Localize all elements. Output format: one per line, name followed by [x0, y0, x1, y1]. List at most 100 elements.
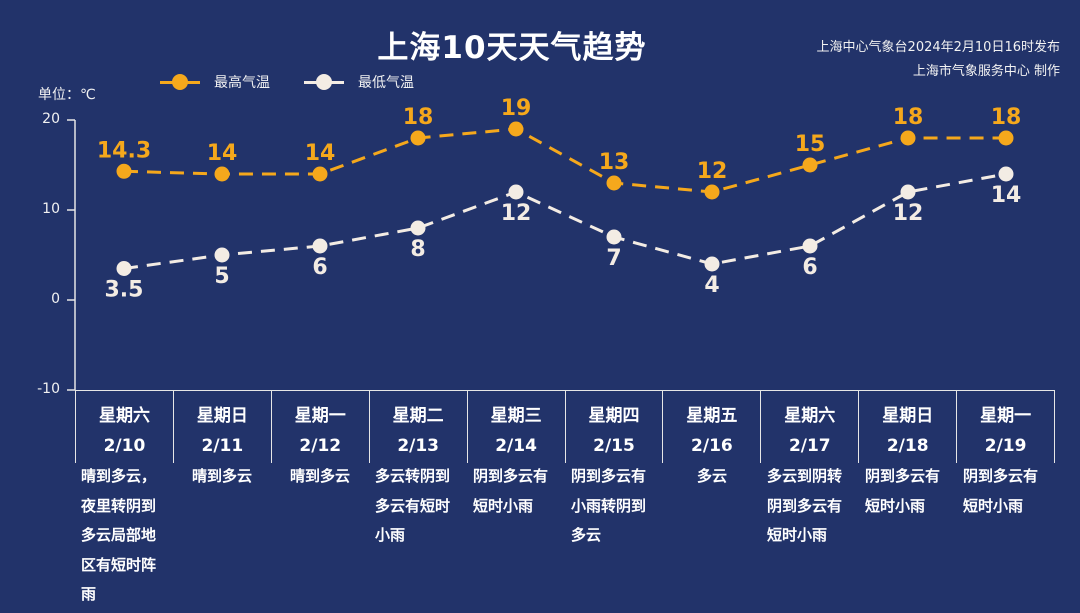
- high-temp-line: [123, 127, 1006, 194]
- low-value-label: 5: [214, 264, 229, 289]
- high-value-label: 12: [697, 159, 728, 184]
- low-value-label: 14: [991, 183, 1022, 208]
- high-value-label: 18: [403, 105, 434, 130]
- low-point: [410, 220, 426, 236]
- high-point: [116, 163, 132, 179]
- high-value-label: 18: [893, 105, 924, 130]
- date-label: 2/11: [201, 436, 244, 456]
- high-value-label: 13: [599, 150, 630, 175]
- high-value-label: 18: [991, 105, 1022, 130]
- low-point: [802, 238, 818, 254]
- weather-description: 阴到多云有短时小雨: [865, 467, 941, 515]
- legend-label-low: 最低气温: [358, 75, 414, 91]
- low-point: [606, 229, 622, 245]
- weather-description: 晴到多云: [191, 467, 252, 485]
- high-point: [802, 157, 818, 173]
- weather-description: 多云: [696, 467, 727, 485]
- weather-description-row: 晴到多云，夜里转阴到多云局部地区有短时阵雨 晴到多云 晴到多云 多云转阴到多云有短时小…: [75, 462, 1055, 610]
- day-column: 星期一 2/12: [270, 391, 369, 463]
- day-header-row: 星期六 2/10 星期日 2/11 星期一 2/12 星期二 2/13 星期三 2/14 星期四 2/…: [75, 390, 1056, 463]
- low-value-label: 6: [312, 255, 327, 280]
- low-value-label: 12: [893, 201, 924, 226]
- page-title: 上海10天天气趋势: [377, 30, 647, 66]
- low-point: [998, 166, 1014, 182]
- low-point: [312, 238, 328, 254]
- day-column: 星期四 2/15: [564, 391, 663, 463]
- date-label: 2/14: [495, 436, 537, 456]
- high-value-label: 15: [795, 132, 826, 157]
- weather-description: 多云转阴到多云有短时小雨: [375, 467, 451, 544]
- legend-marker-high-icon: [160, 73, 200, 91]
- day-column: 星期二 2/13: [368, 391, 467, 463]
- legend-label-high: 最高气温: [214, 75, 270, 91]
- weekday-label: 星期二: [392, 406, 444, 426]
- day-column: 星期六 2/17: [760, 391, 858, 463]
- date-label: 2/15: [593, 436, 635, 456]
- day-column: 星期三 2/14: [466, 391, 565, 463]
- low-point: [116, 261, 132, 276]
- high-point: [410, 130, 426, 146]
- day-column: 星期日 2/18: [858, 391, 956, 463]
- y-tick-minus10: -10: [37, 381, 60, 397]
- low-value-label: 3.5: [105, 278, 144, 303]
- high-point: [508, 121, 524, 137]
- weekday-label: 星期六: [98, 406, 150, 426]
- weekday-label: 星期五: [686, 406, 738, 426]
- high-temp-points: 14.3 14 14 18 19 13 12 15 18 18: [97, 96, 1021, 200]
- issuer-info: 上海中心气象台2024年2月10日16时发布 上海市气象服务中心 制作: [817, 36, 1060, 84]
- high-value-label: 14.3: [97, 138, 151, 163]
- unit-label: 单位：℃: [38, 87, 96, 103]
- low-value-label: 4: [704, 273, 719, 298]
- weather-description: 晴到多云，夜里转阴到多云局部地区有短时阵雨: [81, 467, 157, 603]
- high-point: [312, 166, 328, 182]
- low-point: [508, 184, 524, 200]
- low-point: [900, 184, 916, 200]
- weather-description: 阴到多云有短时小雨: [473, 467, 549, 515]
- weekday-label: 星期六: [784, 406, 836, 426]
- weekday-label: 星期三: [490, 406, 542, 426]
- date-label: 2/16: [691, 436, 733, 456]
- high-value-label: 14: [305, 141, 336, 166]
- date-label: 2/17: [788, 436, 831, 456]
- weekday-label: 星期日: [196, 406, 248, 426]
- date-label: 2/10: [103, 436, 146, 456]
- weather-description: 阴到多云有短时小雨: [963, 467, 1039, 515]
- y-tick-0: 0: [51, 291, 60, 307]
- high-point: [214, 166, 230, 182]
- low-point: [214, 247, 230, 263]
- day-column: 星期日 2/11: [172, 391, 271, 463]
- high-point: [998, 130, 1014, 146]
- date-label: 2/18: [886, 436, 929, 456]
- y-tick-10: 10: [42, 201, 60, 217]
- low-value-label: 12: [501, 201, 532, 226]
- day-column: 星期五 2/16: [662, 391, 760, 463]
- issuer-line-2: 上海市气象服务中心 制作: [912, 64, 1060, 79]
- date-label: 2/19: [984, 436, 1027, 456]
- legend-marker-low-icon: [304, 73, 344, 91]
- high-value-label: 19: [501, 96, 532, 121]
- low-value-label: 7: [606, 246, 621, 271]
- date-label: 2/13: [397, 436, 440, 456]
- weather-description: 晴到多云: [289, 467, 350, 485]
- y-tick-20: 20: [42, 111, 60, 127]
- high-point: [606, 175, 622, 191]
- legend-item-high: 最高气温: [160, 72, 270, 92]
- weekday-label: 星期四: [588, 406, 640, 426]
- legend-item-low: 最低气温: [304, 72, 414, 92]
- y-axis: [67, 119, 76, 391]
- high-point: [704, 184, 720, 200]
- weekday-label: 星期一: [294, 406, 346, 426]
- date-label: 2/12: [299, 436, 342, 456]
- low-value-label: 6: [802, 255, 817, 280]
- chart-legend: 最高气温 最低气温: [160, 72, 448, 92]
- day-column: 星期六 2/10: [75, 391, 173, 463]
- issuer-line-1: 上海中心气象台2024年2月10日16时发布: [816, 40, 1060, 55]
- low-point: [704, 256, 720, 272]
- high-value-label: 14: [207, 141, 238, 166]
- low-value-label: 8: [410, 237, 425, 262]
- weekday-label: 星期日: [882, 406, 934, 426]
- low-temp-line: [123, 172, 1007, 270]
- weekday-label: 星期一: [980, 406, 1032, 426]
- weather-description: 阴到多云有小雨转阴到多云: [571, 467, 647, 544]
